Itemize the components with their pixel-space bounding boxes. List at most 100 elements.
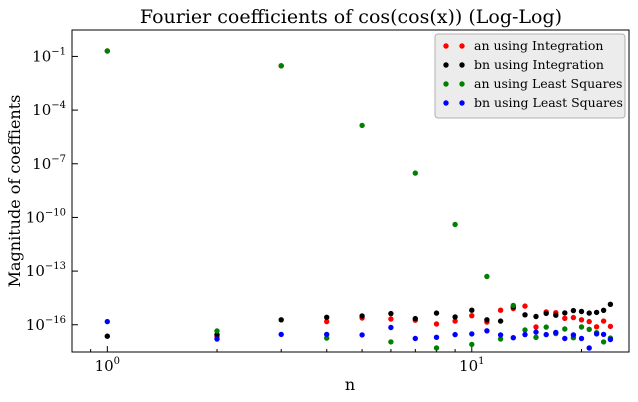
- data-point: [452, 221, 458, 228]
- data-point: [359, 122, 365, 129]
- data-point: [469, 307, 475, 313]
- series-3: [104, 318, 614, 351]
- y-tick-label: 10−7: [32, 154, 66, 173]
- data-point: [510, 302, 516, 309]
- data-point: [522, 331, 528, 338]
- legend-label: an using Integration: [474, 38, 603, 53]
- data-point: [593, 324, 600, 330]
- data-point: [433, 345, 440, 351]
- x-tick-label: 100: [95, 356, 120, 375]
- data-point: [522, 312, 528, 318]
- legend-entry: an using Least Squares: [443, 76, 622, 91]
- data-point: [607, 323, 614, 330]
- data-point: [433, 334, 440, 340]
- x-axis-ticks: 100 101: [90, 346, 582, 375]
- data-point: [578, 335, 585, 342]
- data-point: [586, 345, 592, 351]
- data-point: [452, 331, 458, 338]
- data-point: [104, 318, 111, 325]
- data-point: [562, 335, 568, 342]
- data-point: [586, 318, 592, 325]
- legend-entry: an using Integration: [443, 38, 603, 53]
- data-point: [484, 273, 490, 280]
- data-point: [359, 332, 365, 338]
- data-point: [607, 336, 614, 343]
- data-point: [278, 317, 284, 323]
- data-point: [600, 331, 607, 338]
- data-point: [570, 314, 577, 321]
- data-point: [469, 341, 475, 348]
- data-point: [570, 307, 577, 314]
- data-point: [324, 314, 330, 320]
- data-point: [600, 318, 607, 324]
- data-point: [388, 310, 394, 317]
- data-point: [578, 317, 585, 323]
- data-point: [600, 307, 607, 313]
- legend-marker: [443, 100, 449, 106]
- data-point: [497, 336, 504, 342]
- data-point: [533, 329, 539, 335]
- legend-entry: bn using Integration: [443, 57, 604, 72]
- data-point: [578, 308, 585, 315]
- series-1: [104, 301, 614, 339]
- data-point: [586, 310, 592, 316]
- data-point: [593, 331, 600, 337]
- y-tick-label: 10−1: [32, 46, 66, 65]
- data-point: [469, 331, 475, 337]
- data-point: [522, 303, 528, 309]
- data-point: [214, 328, 220, 334]
- data-point: [562, 315, 568, 321]
- data-point: [497, 307, 504, 313]
- data-point: [452, 318, 458, 324]
- legend-box: [434, 33, 626, 119]
- data-point: [586, 326, 592, 332]
- data-point: [104, 333, 111, 339]
- y-axis-ticks: 10−16 10−13 10−10 10−7 10−4 10−1: [26, 46, 78, 334]
- data-point: [324, 335, 330, 341]
- y-tick-label: 10−16: [26, 315, 66, 334]
- legend: an using Integration bn using Integration…: [434, 33, 626, 119]
- plot-area-frame: [71, 29, 630, 353]
- chart-title: Fourier coefficients of cos(cos(x)) (Log…: [140, 6, 562, 28]
- data-point: [388, 339, 394, 345]
- data-point: [278, 63, 284, 69]
- legend-marker: [459, 81, 465, 87]
- data-point: [543, 331, 549, 338]
- x-axis-label: n: [345, 375, 355, 394]
- data-point: [533, 334, 539, 340]
- data-points: [104, 48, 614, 351]
- data-point: [562, 310, 568, 316]
- legend-marker: [459, 43, 465, 49]
- data-point: [452, 314, 458, 320]
- data-point: [553, 329, 559, 336]
- legend-marker: [459, 100, 465, 106]
- data-point: [497, 318, 504, 324]
- legend-marker: [443, 43, 449, 49]
- legend-label: bn using Integration: [474, 57, 604, 72]
- legend-marker: [443, 62, 449, 68]
- y-axis-label: Magnitude of coeffients: [5, 95, 24, 288]
- legend-marker: [443, 81, 449, 87]
- data-point: [578, 324, 585, 330]
- data-point: [543, 310, 549, 317]
- data-point: [214, 336, 220, 342]
- legend-label: an using Least Squares: [474, 76, 622, 91]
- data-point: [412, 335, 418, 342]
- data-point: [533, 324, 539, 330]
- data-point: [324, 331, 330, 338]
- data-point: [359, 313, 365, 319]
- data-point: [469, 313, 475, 319]
- data-point: [600, 339, 607, 345]
- data-point: [484, 328, 490, 334]
- data-point: [278, 331, 284, 338]
- data-point: [593, 309, 600, 316]
- y-tick-label: 10−4: [32, 100, 66, 119]
- data-point: [484, 317, 490, 323]
- legend-label: bn using Least Squares: [474, 95, 623, 110]
- data-point: [388, 324, 394, 331]
- data-point: [412, 315, 418, 322]
- data-point: [497, 332, 504, 338]
- data-point: [324, 318, 330, 325]
- data-point: [433, 321, 440, 327]
